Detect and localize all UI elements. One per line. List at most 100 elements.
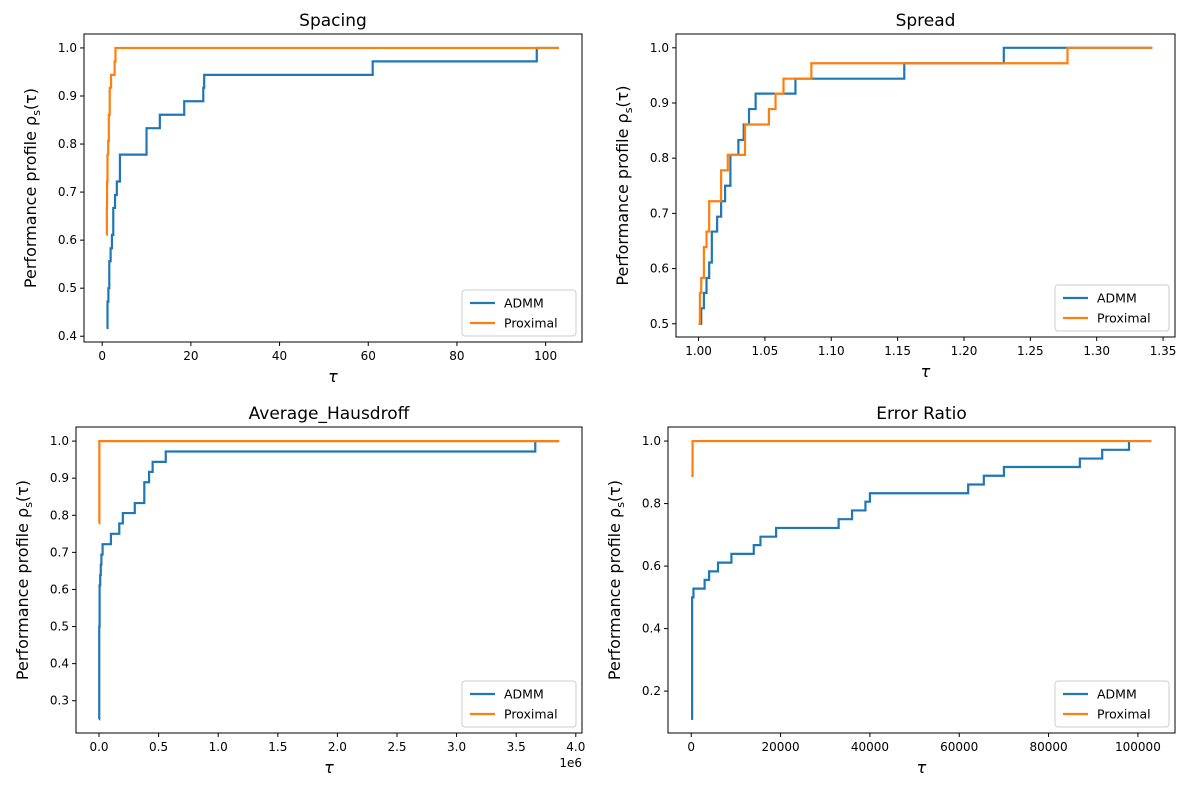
x-tick-label: 80000 xyxy=(1029,740,1067,754)
y-tick-label: 0.7 xyxy=(58,185,77,199)
legend-box xyxy=(1054,284,1170,332)
axes-frame xyxy=(83,33,583,343)
y-axis-label-tail: (τ) xyxy=(605,480,624,502)
x-tick-label: 1.5 xyxy=(268,740,287,754)
x-tick-label: 60000 xyxy=(940,740,978,754)
legend: ADMM Proximal xyxy=(461,680,577,728)
y-tick-label: 0.7 xyxy=(50,545,69,559)
x-tick-label: 100000 xyxy=(1115,740,1161,754)
y-tick-label: 0.7 xyxy=(650,206,669,220)
y-tick-label: 0.9 xyxy=(50,471,69,485)
subplot-1: 0 20 40 60 80 100 0.4 0.5 0.6 0.7 0.8 0.9 1.0 Spacing… xyxy=(21,11,583,386)
chart-title: Spread xyxy=(896,11,956,31)
legend-entry-proximal: Proximal xyxy=(1097,311,1151,326)
legend-entry-admm: ADMM xyxy=(504,687,544,702)
y-axis-label: Performance profile ρs(τ) xyxy=(21,88,43,288)
series-line-admm xyxy=(106,46,559,330)
y-tick-label: 0.4 xyxy=(50,657,69,671)
y-tick-label: 0.9 xyxy=(58,89,77,103)
legend: ADMM Proximal xyxy=(461,289,577,337)
series-line-admm xyxy=(691,439,1152,721)
x-tick-label: 100 xyxy=(534,349,557,363)
x-tick-label: 1.00 xyxy=(685,344,712,358)
y-tick-label: 0.8 xyxy=(650,151,669,165)
y-axis-label-main: Performance profile ρ xyxy=(613,113,632,285)
x-tick-label: 20 xyxy=(183,349,198,363)
y-axis-label: Performance profile ρs(τ) xyxy=(605,480,627,680)
x-tick-label: 2.0 xyxy=(328,740,347,754)
y-tick-label: 0.8 xyxy=(58,137,77,151)
y-tick-label: 1.0 xyxy=(50,434,69,448)
series-line-proximal xyxy=(105,46,559,236)
legend-box xyxy=(461,289,577,337)
x-tick-label: 1.15 xyxy=(884,344,911,358)
y-axis-label-sub: s xyxy=(22,502,35,508)
y-tick-label: 0.2 xyxy=(642,684,661,698)
x-tick-label: 60 xyxy=(361,349,376,363)
legend-box xyxy=(461,680,577,728)
legend-entry-proximal: Proximal xyxy=(504,707,558,722)
legend-entry-admm: ADMM xyxy=(1097,291,1137,306)
x-tick-label: 3.0 xyxy=(447,740,466,754)
x-tick-label: 40 xyxy=(272,349,287,363)
series-line-admm xyxy=(98,439,560,721)
y-tick-label: 0.6 xyxy=(642,559,661,573)
x-tick-label: 80 xyxy=(449,349,464,363)
legend-entry-admm: ADMM xyxy=(1097,687,1137,702)
x-tick-label: 1.30 xyxy=(1083,344,1110,358)
y-tick-label: 0.6 xyxy=(50,582,69,596)
x-tick-label: 0 xyxy=(98,349,106,363)
y-tick-label: 0.8 xyxy=(50,508,69,522)
subplot-2: 1.00 1.05 1.10 1.15 1.20 1.25 1.30 1.35 0.5 0.6 0.… xyxy=(613,11,1176,381)
axes-frame xyxy=(675,33,1176,338)
x-axis-label: τ xyxy=(917,758,927,777)
x-tick-label: 3.5 xyxy=(507,740,526,754)
x-offset-label: 1e6 xyxy=(559,756,582,770)
x-tick-label: 1.05 xyxy=(752,344,779,358)
y-tick-label: 0.4 xyxy=(642,622,661,636)
x-tick-label: 2.5 xyxy=(387,740,406,754)
y-tick-label: 0.6 xyxy=(650,262,669,276)
legend: ADMM Proximal xyxy=(1054,680,1170,728)
x-tick-label: 20000 xyxy=(761,740,799,754)
y-tick-label: 0.5 xyxy=(58,281,77,295)
y-axis-label-main: Performance profile ρ xyxy=(605,508,624,680)
x-tick-label: 1.35 xyxy=(1150,344,1177,358)
x-tick-label: 1.25 xyxy=(1017,344,1044,358)
y-axis-label: Performance profile ρs(τ) xyxy=(13,480,35,680)
x-axis-label: τ xyxy=(921,362,931,381)
axes-frame xyxy=(75,426,583,734)
series-line-proximal xyxy=(698,46,1153,325)
x-tick-label: 0.0 xyxy=(89,740,108,754)
series-line-proximal xyxy=(98,439,560,525)
x-tick-label: 1.20 xyxy=(951,344,978,358)
y-axis-label-tail: (τ) xyxy=(13,480,32,502)
y-axis-label-tail: (τ) xyxy=(613,85,632,107)
y-tick-label: 1.0 xyxy=(650,41,669,55)
y-axis-label-sub: s xyxy=(614,502,627,508)
y-tick-label: 0.9 xyxy=(650,96,669,110)
y-axis-label-tail: (τ) xyxy=(21,88,40,110)
x-tick-label: 1.0 xyxy=(209,740,228,754)
y-tick-label: 0.5 xyxy=(50,620,69,634)
series-line-admm xyxy=(698,46,1153,325)
series-line-proximal xyxy=(691,439,1152,477)
x-axis-label: τ xyxy=(324,758,334,777)
y-tick-label: 1.0 xyxy=(58,41,77,55)
y-tick-label: 0.5 xyxy=(650,317,669,331)
chart-title: Spacing xyxy=(299,11,367,31)
y-tick-label: 0.4 xyxy=(58,329,77,343)
subplot-4: 0 20000 40000 60000 80000 100000 0.2 0.4 0.6 0.8 1… xyxy=(605,404,1176,777)
y-axis-label-sub: s xyxy=(622,107,635,113)
x-tick-label: 1.10 xyxy=(818,344,845,358)
x-tick-label: 40000 xyxy=(851,740,889,754)
y-axis-label-sub: s xyxy=(30,110,43,116)
y-axis-label-main: Performance profile ρ xyxy=(13,508,32,680)
y-axis-label-main: Performance profile ρ xyxy=(21,116,40,288)
legend-box xyxy=(1054,680,1170,728)
x-tick-label: 0.5 xyxy=(149,740,168,754)
x-tick-label: 4.0 xyxy=(566,740,585,754)
chart-title: Average_Hausdroff xyxy=(249,404,411,424)
axes-frame xyxy=(667,426,1176,734)
